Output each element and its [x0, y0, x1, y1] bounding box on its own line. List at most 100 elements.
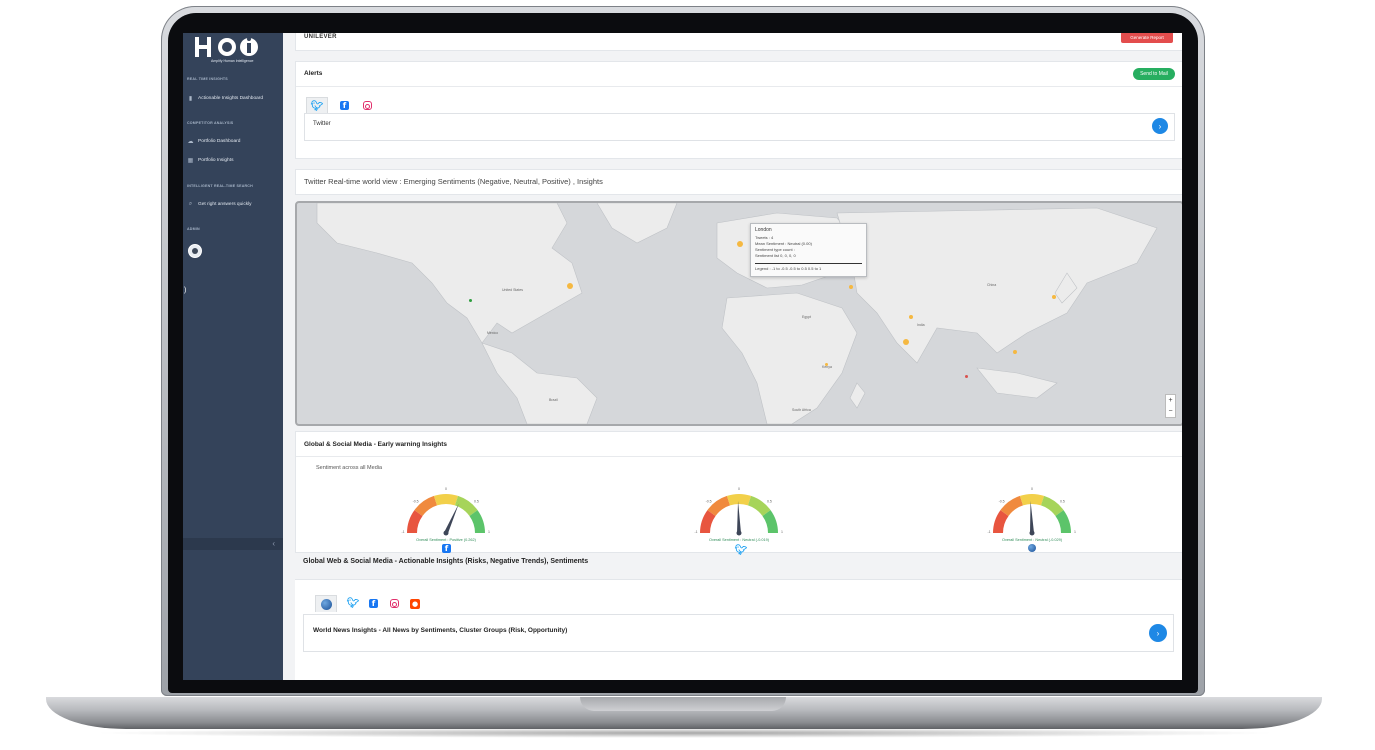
alerts-channel-box: Twitter ›: [304, 113, 1175, 141]
twitter-icon: 🐦︎: [734, 544, 748, 556]
world-map-canvas: [316, 203, 1158, 424]
sentiment-marker[interactable]: [849, 285, 853, 289]
early-warning-subtitle: Sentiment across all Media: [316, 465, 383, 471]
laptop-notch: [580, 697, 786, 711]
alerts-next-button[interactable]: ›: [1152, 118, 1168, 134]
sidebar-section-search: INTELLIGENT REAL-TIME SEARCH: [187, 184, 253, 188]
sentiment-marker[interactable]: [567, 283, 573, 289]
gauge-facebook: -1 -0.5 0 0.5 1 Overall Sentiment : Positive…: [398, 487, 494, 553]
laptop-shadow: [90, 728, 1280, 738]
sentiment-marker[interactable]: [909, 315, 913, 319]
map-label: South Africa: [792, 408, 811, 412]
sidebar-item-actionable-insights[interactable]: ▮ Actionable Insights Dashboard: [187, 94, 263, 102]
map-label: India: [917, 323, 925, 327]
map-tooltip: London Tweets : 4 Mean Sentiment : Neutr…: [750, 223, 867, 277]
gauge-arc-segment: [1019, 494, 1045, 506]
sidebar-handle[interactable]: ): [184, 287, 187, 294]
grid-icon: ▦: [187, 157, 194, 164]
send-to-mail-button[interactable]: Send to Mail: [1133, 68, 1175, 80]
map-title-card: Twitter Real-time world view : Emerging …: [295, 169, 1182, 195]
gauge-dial: -1 -0.5 0 0.5 1: [987, 487, 1076, 536]
gauge-arc-segment: [454, 495, 478, 517]
map-zoom-control: + −: [1165, 394, 1176, 418]
gauge-needle: [444, 503, 459, 534]
gauge-needle: [737, 501, 741, 534]
map-label: Mexico: [487, 331, 499, 335]
gauge-news: -1 -0.5 0 0.5 1 Overall Sentiment : Neutral …: [984, 487, 1080, 552]
gauge-tick-label: 0: [738, 487, 740, 491]
main-content: UNILEVER Generate Report Alerts Send to …: [283, 33, 1182, 680]
map-label: China: [987, 283, 997, 287]
gauge-arc-segment: [993, 510, 1009, 534]
sidebar-item-portfolio-insights[interactable]: ▦ Portfolio Insights: [187, 156, 234, 164]
early-warning-card: Global & Social Media - Early warning In…: [295, 431, 1182, 556]
tooltip-list: Sentiment list 0, 0, 0, 0: [755, 253, 796, 258]
facebook-icon[interactable]: f: [369, 599, 378, 608]
instagram-icon[interactable]: [361, 100, 373, 112]
gauge-arc-segment: [726, 494, 752, 506]
sidebar-item-portfolio-dashboard[interactable]: ☁ Portfolio Dashboard: [187, 137, 241, 145]
sidebar-section-admin: ADMIN: [187, 227, 200, 231]
sentiment-marker[interactable]: [965, 375, 968, 378]
gauge-needle: [1030, 501, 1034, 534]
globe-icon: [1028, 544, 1036, 552]
alerts-title: Alerts: [304, 70, 323, 77]
gauge-twitter: -1 -0.5 0 0.5 1 Overall Sentiment : Neutral …: [691, 487, 787, 556]
web-social-card: 🐦︎ f ● World News Insights - All News by…: [295, 579, 1182, 680]
company-header: UNILEVER Generate Report: [295, 33, 1182, 51]
sentiment-marker[interactable]: [903, 339, 909, 345]
world-news-next-button[interactable]: ›: [1149, 624, 1167, 642]
reddit-icon[interactable]: ●: [410, 598, 420, 609]
sidebar-item-label: Portfolio Dashboard: [198, 138, 241, 144]
gauge-tick-label: 0: [445, 487, 447, 491]
collapse-chevron-icon[interactable]: ‹: [272, 539, 275, 548]
generate-report-button[interactable]: Generate Report: [1121, 33, 1173, 43]
gauge-tick-label: -0.5: [999, 500, 1005, 504]
gauge-arc-segment: [762, 510, 778, 534]
gauge-hub: [736, 530, 742, 536]
sentiment-marker[interactable]: [737, 241, 743, 247]
tooltip-count: Sentiment type count :: [755, 247, 795, 252]
alerts-channel-label: Twitter: [313, 121, 331, 127]
gauge-arc-segment: [707, 495, 731, 517]
sentiment-marker[interactable]: [1013, 350, 1017, 354]
gauge-tick-label: 1: [781, 530, 783, 534]
gauge-tick-label: -1: [694, 530, 697, 534]
divider: [755, 263, 862, 264]
world-news-title: World News Insights - All News by Sentim…: [313, 627, 568, 634]
gauge-label: Overall Sentiment : Neutral (-0.029): [1002, 538, 1062, 542]
zoom-out-button[interactable]: −: [1168, 408, 1173, 415]
sidebar-item-label: Get right answers quickly: [198, 201, 252, 207]
admin-avatar[interactable]: [188, 244, 202, 258]
sentiment-marker[interactable]: [1052, 295, 1056, 299]
twitter-icon[interactable]: 🐦︎: [306, 97, 328, 114]
logo[interactable]: Amplify Human Intelligence: [193, 33, 273, 63]
sentiment-marker[interactable]: [469, 299, 472, 302]
gauge-arc-segment: [1000, 495, 1024, 517]
app-screen: Amplify Human Intelligence REAL TIME INS…: [183, 33, 1182, 680]
sidebar-item-get-answers[interactable]: ⌕ Get right answers quickly: [187, 200, 252, 208]
web-social-title: Global Web & Social Media - Actionable I…: [303, 558, 589, 565]
map-title: Twitter Real-time world view : Emerging …: [304, 177, 603, 186]
globe-icon[interactable]: [315, 595, 337, 612]
facebook-icon[interactable]: f: [340, 101, 349, 110]
gauge-arc-segment: [407, 510, 423, 534]
sidebar-footer: ‹: [183, 538, 283, 550]
gauge-label: Overall Sentiment : Positive (0.262): [416, 538, 476, 542]
search-icon: ⌕: [188, 200, 193, 207]
early-warning-title: Global & Social Media - Early warning In…: [304, 441, 448, 448]
zoom-in-button[interactable]: +: [1168, 397, 1173, 404]
twitter-icon[interactable]: 🐦︎: [346, 598, 360, 609]
sidebar: Amplify Human Intelligence REAL TIME INS…: [183, 33, 283, 680]
alerts-card: Alerts Send to Mail 🐦︎ f Twitter ›: [295, 61, 1182, 159]
world-news-box: World News Insights - All News by Sentim…: [303, 614, 1174, 652]
world-map[interactable]: United States Mexico Brazil India Egypt …: [295, 201, 1182, 426]
gauge-label: Overall Sentiment : Neutral (-0.019): [709, 538, 769, 542]
instagram-icon[interactable]: [388, 598, 400, 610]
logo-icon: [195, 37, 258, 57]
sidebar-section-real-time: REAL TIME INSIGHTS: [187, 77, 228, 81]
sentiment-marker[interactable]: [825, 363, 828, 366]
map-label: United States: [502, 288, 524, 292]
divider: [296, 456, 1182, 457]
tooltip-city: London: [755, 227, 772, 233]
